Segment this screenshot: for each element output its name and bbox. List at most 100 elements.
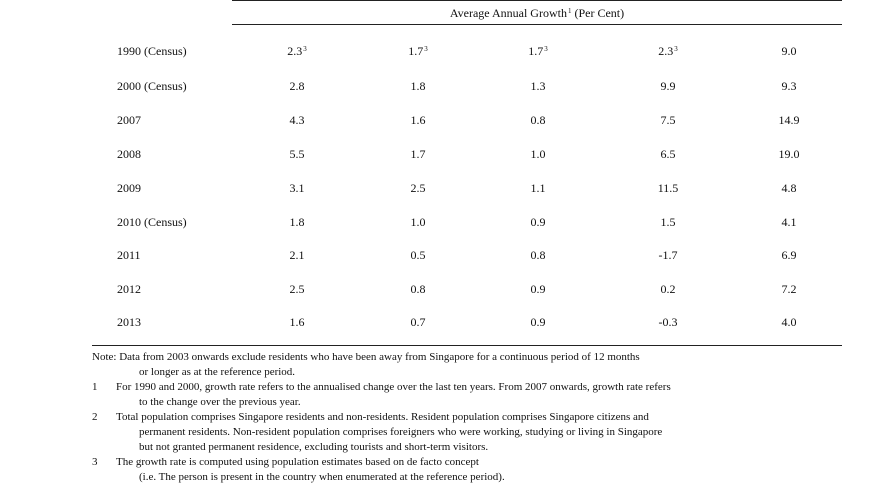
cell-value: 14.9 <box>778 113 800 127</box>
table-cell: 6.5 <box>638 145 698 163</box>
footnote-number: 1 <box>92 381 98 393</box>
table-row: 2013 1.6 0.7 0.9 -0.3 4.0 <box>0 313 874 331</box>
footnote-continued: permanent residents. Non-resident popula… <box>139 426 663 438</box>
cell-value: 1.5 <box>660 215 676 229</box>
cell-value: 1.6 <box>289 315 305 329</box>
table-cell: 1.1 <box>508 179 568 197</box>
row-label: 2010 (Census) <box>117 215 187 229</box>
table-cell: 4.0 <box>759 313 819 331</box>
table-row: 2011 2.1 0.5 0.8 -1.7 6.9 <box>0 246 874 264</box>
table-row: 1990 (Census) 2.33 1.73 1.73 2.33 9.0 <box>0 42 874 60</box>
note-line: Note: Data from 2003 onwards exclude res… <box>92 351 640 363</box>
cell-value: 9.0 <box>781 44 797 58</box>
table-cell: 1.73 <box>508 42 568 62</box>
cell-value: 1.7 <box>408 44 424 58</box>
cell-value: 1.7 <box>528 44 544 58</box>
cell-value: 1.8 <box>289 215 305 229</box>
table-cell: 1.6 <box>388 111 448 129</box>
footnote-continued: but not granted permanent residence, exc… <box>139 441 489 453</box>
table-cell: 0.8 <box>508 246 568 264</box>
table-cell: 4.1 <box>759 213 819 231</box>
cell-value: 1.0 <box>530 147 546 161</box>
table-cell: 2.5 <box>388 179 448 197</box>
table-cell: 1.8 <box>267 213 327 231</box>
note-line-continued: or longer as at the reference period. <box>139 366 296 378</box>
footnote-continued: (i.e. The person is present in the count… <box>139 471 505 483</box>
cell-value: 7.5 <box>660 113 676 127</box>
table-cell: 2.33 <box>638 42 698 62</box>
cell-value: 7.2 <box>781 282 797 296</box>
cell-value: 3.1 <box>289 181 305 195</box>
table-cell: 1.0 <box>388 213 448 231</box>
cell-value: 2.5 <box>289 282 305 296</box>
table-cell: 5.5 <box>267 145 327 163</box>
table-cell: 1.8 <box>388 77 448 95</box>
column-group-title: Average Annual Growth1 (Per Cent) <box>232 5 842 23</box>
cell-value: 4.3 <box>289 113 305 127</box>
cell-value: 9.9 <box>660 79 676 93</box>
cell-value: 0.9 <box>530 315 546 329</box>
cell-value: 0.5 <box>410 248 426 262</box>
cell-value: 2.5 <box>410 181 426 195</box>
table-cell: 2.33 <box>267 42 327 62</box>
table-cell: -0.3 <box>638 313 698 331</box>
table-row: 2007 4.3 1.6 0.8 7.5 14.9 <box>0 111 874 129</box>
table-cell: 0.7 <box>388 313 448 331</box>
table-row: 2008 5.5 1.7 1.0 6.5 19.0 <box>0 145 874 163</box>
cell-value: 0.8 <box>530 248 546 262</box>
footnote-text: For 1990 and 2000, growth rate refers to… <box>116 381 671 393</box>
table-cell: 1.7 <box>388 145 448 163</box>
row-label: 2008 <box>117 147 141 161</box>
cell-value: 2.3 <box>287 44 303 58</box>
cell-value: 1.0 <box>410 215 426 229</box>
cell-value: 1.6 <box>410 113 426 127</box>
footnote: 3 The growth rate is computed using popul… <box>92 455 792 470</box>
row-label: 2012 <box>117 282 141 296</box>
table-cell: 1.6 <box>267 313 327 331</box>
cell-value: 1.8 <box>410 79 426 93</box>
table-notes: Note: Data from 2003 onwards exclude res… <box>92 350 792 485</box>
cell-value: 0.9 <box>530 215 546 229</box>
table-row: 2010 (Census) 1.8 1.0 0.9 1.5 4.1 <box>0 213 874 231</box>
cell-value: 2.3 <box>658 44 674 58</box>
row-label: 1990 (Census) <box>117 44 187 58</box>
footnote: 2 Total population comprises Singapore re… <box>92 410 792 425</box>
table-row: 2009 3.1 2.5 1.1 11.5 4.8 <box>0 179 874 197</box>
table-cell: 7.5 <box>638 111 698 129</box>
cell-value: 4.1 <box>781 215 797 229</box>
cell-value: 2.1 <box>289 248 305 262</box>
cell-value: 1.7 <box>410 147 426 161</box>
table-cell: 2.5 <box>267 280 327 298</box>
table-cell: 0.9 <box>508 313 568 331</box>
table-cell: 7.2 <box>759 280 819 298</box>
table-cell: 19.0 <box>759 145 819 163</box>
row-label: 2009 <box>117 181 141 195</box>
footnote-text: Total population comprises Singapore res… <box>116 411 649 423</box>
footnote-text: The growth rate is computed using popula… <box>116 456 479 468</box>
footnote-number: 3 <box>92 456 98 468</box>
cell-value: 0.8 <box>530 113 546 127</box>
column-group-title-footnote-ref: 1 <box>567 7 572 15</box>
footnotes-list: 1 For 1990 and 2000, growth rate refers t… <box>92 380 792 485</box>
table-cell: 4.3 <box>267 111 327 129</box>
table-cell: 0.9 <box>508 213 568 231</box>
header-rule <box>232 24 842 25</box>
table-cell: 14.9 <box>759 111 819 129</box>
footnote-continued: to the change over the previous year. <box>139 396 301 408</box>
cell-value: -1.7 <box>658 248 678 262</box>
table-cell: 1.73 <box>388 42 448 62</box>
row-label: 2011 <box>117 248 141 262</box>
table-cell: 1.0 <box>508 145 568 163</box>
cell-value: 1.1 <box>530 181 546 195</box>
row-label: 2013 <box>117 315 141 329</box>
cell-value: 4.0 <box>781 315 797 329</box>
cell-value: 6.5 <box>660 147 676 161</box>
table-row: 2012 2.5 0.8 0.9 0.2 7.2 <box>0 280 874 298</box>
table-cell: 0.5 <box>388 246 448 264</box>
column-group-title-suffix: (Per Cent) <box>571 6 625 20</box>
footnote: 1 For 1990 and 2000, growth rate refers t… <box>92 380 792 395</box>
cell-value: 4.8 <box>781 181 797 195</box>
table-cell: 0.9 <box>508 280 568 298</box>
table-cell: 1.3 <box>508 77 568 95</box>
cell-footnote-ref: 3 <box>424 45 428 53</box>
